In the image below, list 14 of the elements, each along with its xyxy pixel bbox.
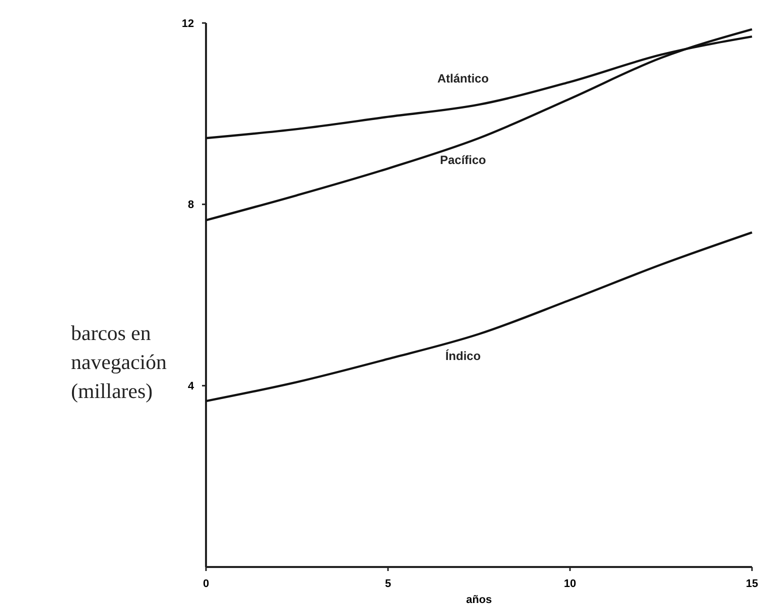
x-tick-label: 5 — [384, 578, 392, 590]
line-series — [204, 28, 754, 222]
y-tick-label: 8 — [188, 199, 194, 212]
series-label: Índico — [445, 348, 481, 363]
line-series — [204, 231, 754, 402]
y-axis-title: barcos en navegación (millares) — [71, 321, 168, 403]
y-tick-label: 4 — [188, 380, 195, 393]
x-tick-label: 0 — [202, 578, 210, 590]
x-axis-title: años — [466, 594, 492, 606]
x-tick-label: 10 — [564, 578, 576, 590]
y-tick-label: 12 — [182, 18, 194, 30]
series-label: Atlántico — [437, 72, 489, 86]
x-tick-label: 15 — [746, 578, 758, 590]
series-label: Pacífico — [440, 153, 486, 168]
